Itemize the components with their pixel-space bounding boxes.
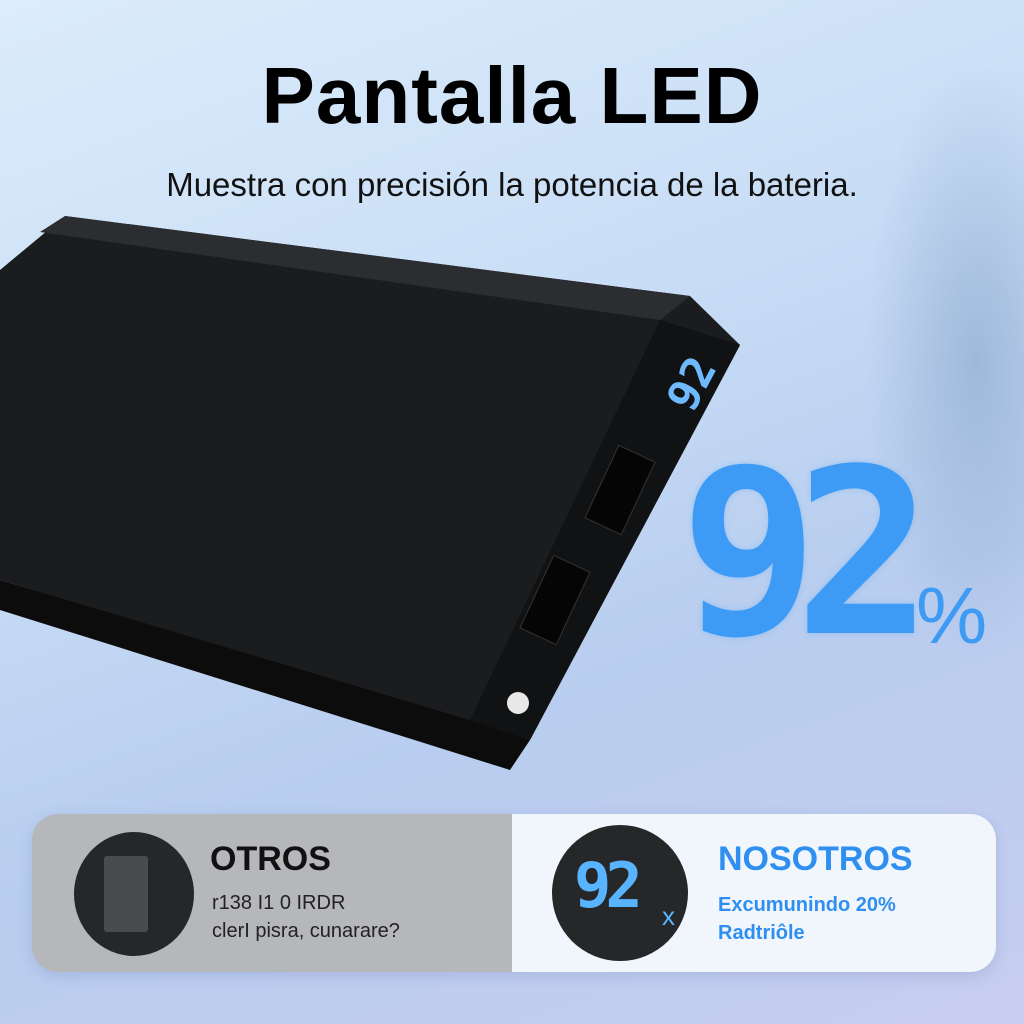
- power-bank-image: 92: [0, 216, 740, 770]
- ours-section: 92 x NOSOTROS Excumunindo 20% Radtriôle: [512, 814, 996, 972]
- ours-display-value: 92: [574, 849, 643, 922]
- hero-percentage-value: 92: [680, 421, 933, 688]
- comparison-panel: OTROS r138 I1 0 IRDR clerI pisra, cunara…: [32, 814, 996, 972]
- usb-port-2: [519, 554, 591, 646]
- others-line-2: clerI pisra, cunarare?: [212, 920, 400, 942]
- others-line-1: r138 I1 0 IRDR: [212, 892, 346, 914]
- ours-display-suffix: x: [662, 901, 675, 931]
- ours-display-image: 92 x: [552, 825, 688, 961]
- others-device-image: [74, 832, 194, 956]
- ours-title: NOSOTROS: [718, 840, 913, 878]
- background-mist: [864, 60, 1024, 660]
- others-title: OTROS: [210, 840, 331, 878]
- page-title: Pantalla LED: [261, 51, 763, 140]
- ours-line-2: Radtriôle: [718, 922, 805, 944]
- ours-line-1: Excumunindo 20%: [718, 894, 896, 916]
- page-subtitle: Muestra con precisión la potencia de la …: [166, 166, 858, 203]
- power-button: [507, 692, 529, 714]
- usb-port-1: [584, 444, 656, 536]
- others-section: OTROS r138 I1 0 IRDR clerI pisra, cunara…: [32, 814, 512, 972]
- hero-percentage-unit: %: [916, 571, 988, 660]
